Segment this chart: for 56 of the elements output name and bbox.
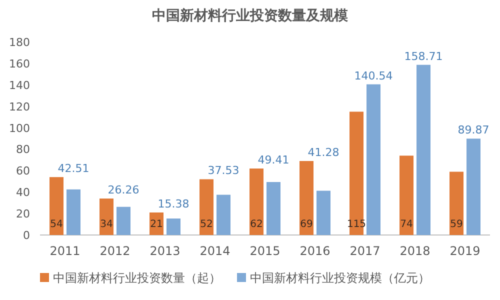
bar <box>250 168 264 235</box>
x-tick-label: 2018 <box>400 244 430 258</box>
data-label: 158.71 <box>404 50 443 63</box>
y-tick-label: 0 <box>23 229 30 242</box>
bar <box>300 161 314 235</box>
data-label: 62 <box>250 219 263 230</box>
bar <box>216 194 230 235</box>
data-label: 140.54 <box>354 69 393 82</box>
data-label: 42.51 <box>58 162 90 176</box>
data-label: 49.41 <box>258 154 290 167</box>
y-tick-label: 20 <box>16 208 30 221</box>
x-tick-label: 2015 <box>250 244 280 258</box>
y-tick-label: 100 <box>9 122 30 135</box>
data-label: 21 <box>150 219 163 230</box>
bar <box>450 172 464 235</box>
data-label: 69 <box>300 219 313 230</box>
data-label: 26.26 <box>108 184 140 197</box>
data-label: 74 <box>400 219 413 230</box>
data-label: 59 <box>450 219 463 230</box>
x-tick-label: 2017 <box>350 244 380 258</box>
bar <box>100 198 114 235</box>
x-tick-label: 2019 <box>450 244 480 258</box>
y-tick-label: 120 <box>9 100 30 114</box>
x-tick-label: 2013 <box>150 244 180 258</box>
data-label: 15.38 <box>158 197 190 210</box>
y-tick-label: 40 <box>16 186 30 200</box>
bar <box>166 218 180 235</box>
bar <box>350 112 364 235</box>
x-tick-label: 2012 <box>100 244 130 258</box>
x-tick-label: 2016 <box>300 244 330 258</box>
chart-title: 中国新材料行业投资数量及规模 <box>152 7 349 24</box>
bar <box>400 156 414 235</box>
y-tick-label: 140 <box>9 78 30 92</box>
data-label: 54 <box>50 219 63 230</box>
data-label: 89.87 <box>458 124 490 137</box>
bar <box>416 64 430 235</box>
y-tick-label: 160 <box>9 57 30 70</box>
bar <box>66 189 80 235</box>
bar <box>116 206 130 235</box>
bar <box>316 190 330 235</box>
x-tick-label: 2011 <box>50 244 80 258</box>
data-label: 41.28 <box>308 146 340 160</box>
data-label: 52 <box>200 219 213 230</box>
legend-label: 中国新材料行业投资规模（亿元） <box>250 271 430 285</box>
bar <box>266 182 280 235</box>
y-tick-label: 60 <box>16 164 30 178</box>
legend-label: 中国新材料行业投资数量（起） <box>53 271 221 285</box>
y-tick-label: 80 <box>16 143 30 156</box>
bar <box>200 179 214 235</box>
bar <box>366 84 380 235</box>
bar <box>50 177 64 235</box>
bar <box>466 138 480 235</box>
data-label: 34 <box>100 219 113 230</box>
y-tick-label: 180 <box>9 36 30 49</box>
x-tick-label: 2014 <box>200 244 230 258</box>
data-label: 37.53 <box>208 164 240 178</box>
